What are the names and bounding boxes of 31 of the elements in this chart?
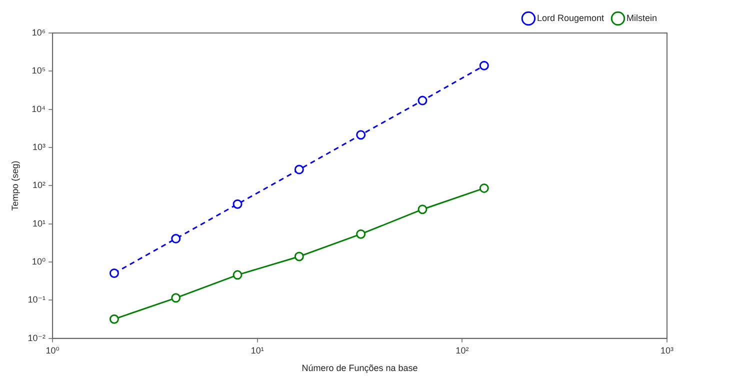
y-tick-label: 10⁴	[32, 104, 46, 114]
point	[109, 314, 119, 324]
x-tick-label: 10³	[660, 345, 674, 356]
y-tick-label: 10⁶	[32, 27, 46, 38]
point	[356, 130, 366, 140]
point	[356, 229, 366, 239]
y-tick-label: 10³	[32, 142, 46, 152]
x-tick-label: 10²	[456, 345, 469, 356]
y-tick-label: 10⁰	[32, 256, 46, 267]
point	[294, 164, 304, 174]
point	[109, 268, 119, 278]
point	[418, 96, 428, 106]
point	[232, 270, 242, 280]
point	[171, 293, 181, 303]
point	[418, 204, 428, 214]
point	[171, 234, 181, 244]
point	[479, 60, 489, 70]
point	[479, 183, 489, 193]
y-tick-label: 10²	[32, 180, 46, 190]
point	[232, 199, 242, 209]
y-tick-label: 10⁵	[32, 66, 46, 76]
y-tick-label: 10⁻¹	[28, 294, 46, 305]
legend-label: Lord Rougemont	[536, 12, 604, 23]
y-tick-label: 10¹	[32, 218, 46, 228]
y-tick-label: 10⁻²	[28, 332, 46, 343]
x-axis-title: Número de Funções na base	[302, 363, 418, 374]
y-axis-title: Tempo (seg)	[10, 160, 20, 211]
x-tick-label: 10¹	[250, 345, 264, 356]
legend-label: Milstein	[626, 12, 658, 23]
x-tick-label: 10⁰	[46, 345, 60, 356]
point	[294, 252, 304, 262]
